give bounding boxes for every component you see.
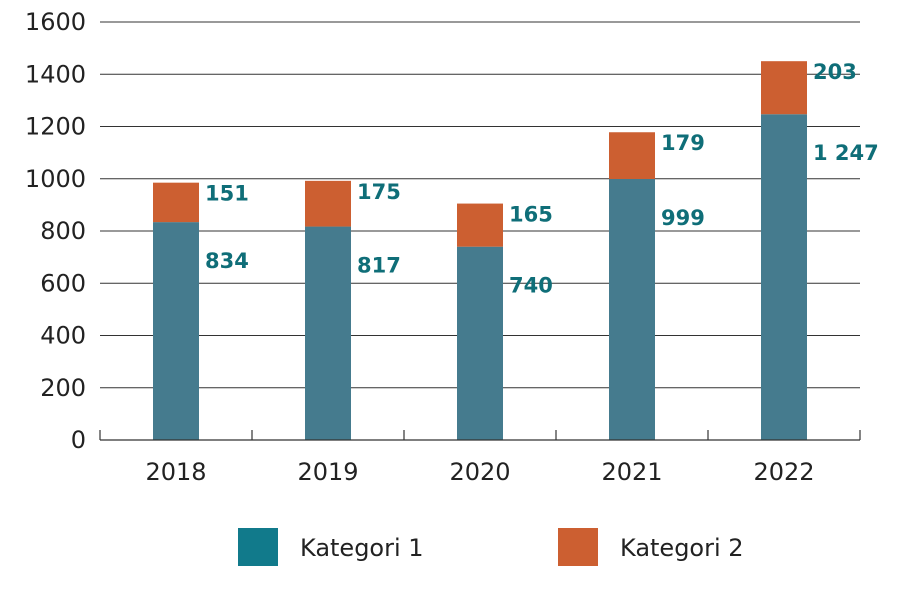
- legend-label-1: Kategori 1: [300, 534, 424, 562]
- x-tick-label: 2018: [145, 458, 206, 486]
- legend-label-2: Kategori 2: [620, 534, 744, 562]
- y-tick-label: 400: [40, 322, 86, 350]
- y-tick-label: 1200: [25, 113, 86, 141]
- x-axis: 2018 2019 2020 2021 2022: [99, 430, 861, 486]
- value-labels: 834 151 817 175 740 165 999 179 1 247 203: [205, 60, 879, 297]
- value-label: 834: [205, 249, 249, 273]
- value-label: 151: [205, 182, 249, 206]
- bar-kategori-2-2021: [609, 132, 655, 180]
- legend: Kategori 1 Kategori 2: [238, 528, 744, 566]
- y-tick-label: 1000: [25, 165, 86, 193]
- bar-kategori-2-2018: [153, 182, 199, 223]
- bars: [153, 61, 807, 441]
- bar-kategori-2-2020: [457, 203, 503, 247]
- value-label: 203: [813, 60, 857, 84]
- x-tick-label: 2020: [449, 458, 510, 486]
- value-label: 165: [509, 203, 553, 227]
- bar-kategori-2-2019: [305, 180, 351, 227]
- y-tick-label: 1600: [25, 8, 86, 36]
- value-label: 740: [509, 274, 553, 298]
- bar-kategori-1-2021: [609, 179, 655, 441]
- x-tick-label: 2019: [297, 458, 358, 486]
- y-tick-label: 200: [40, 374, 86, 402]
- value-label: 999: [661, 206, 705, 230]
- y-tick-label: 0: [71, 426, 86, 454]
- x-tick-label: 2022: [753, 458, 814, 486]
- bar-kategori-1-2018: [153, 222, 199, 440]
- y-tick-label: 600: [40, 269, 86, 297]
- value-label: 817: [357, 254, 401, 278]
- legend-swatch-1: [238, 528, 278, 566]
- y-axis-ticks: 0 200 400 600 800 1000 1200 1400 1600: [25, 8, 86, 454]
- value-label: 175: [357, 180, 401, 204]
- value-label: 179: [661, 131, 705, 155]
- bar-kategori-1-2020: [457, 246, 503, 440]
- bar-kategori-1-2019: [305, 226, 351, 440]
- bar-kategori-1-2022: [761, 114, 807, 440]
- value-label: 1 247: [813, 141, 879, 165]
- y-tick-label: 1400: [25, 60, 86, 88]
- y-tick-label: 800: [40, 217, 86, 245]
- x-tick-label: 2021: [601, 458, 662, 486]
- bar-kategori-2-2022: [761, 61, 807, 115]
- legend-swatch-2: [558, 528, 598, 566]
